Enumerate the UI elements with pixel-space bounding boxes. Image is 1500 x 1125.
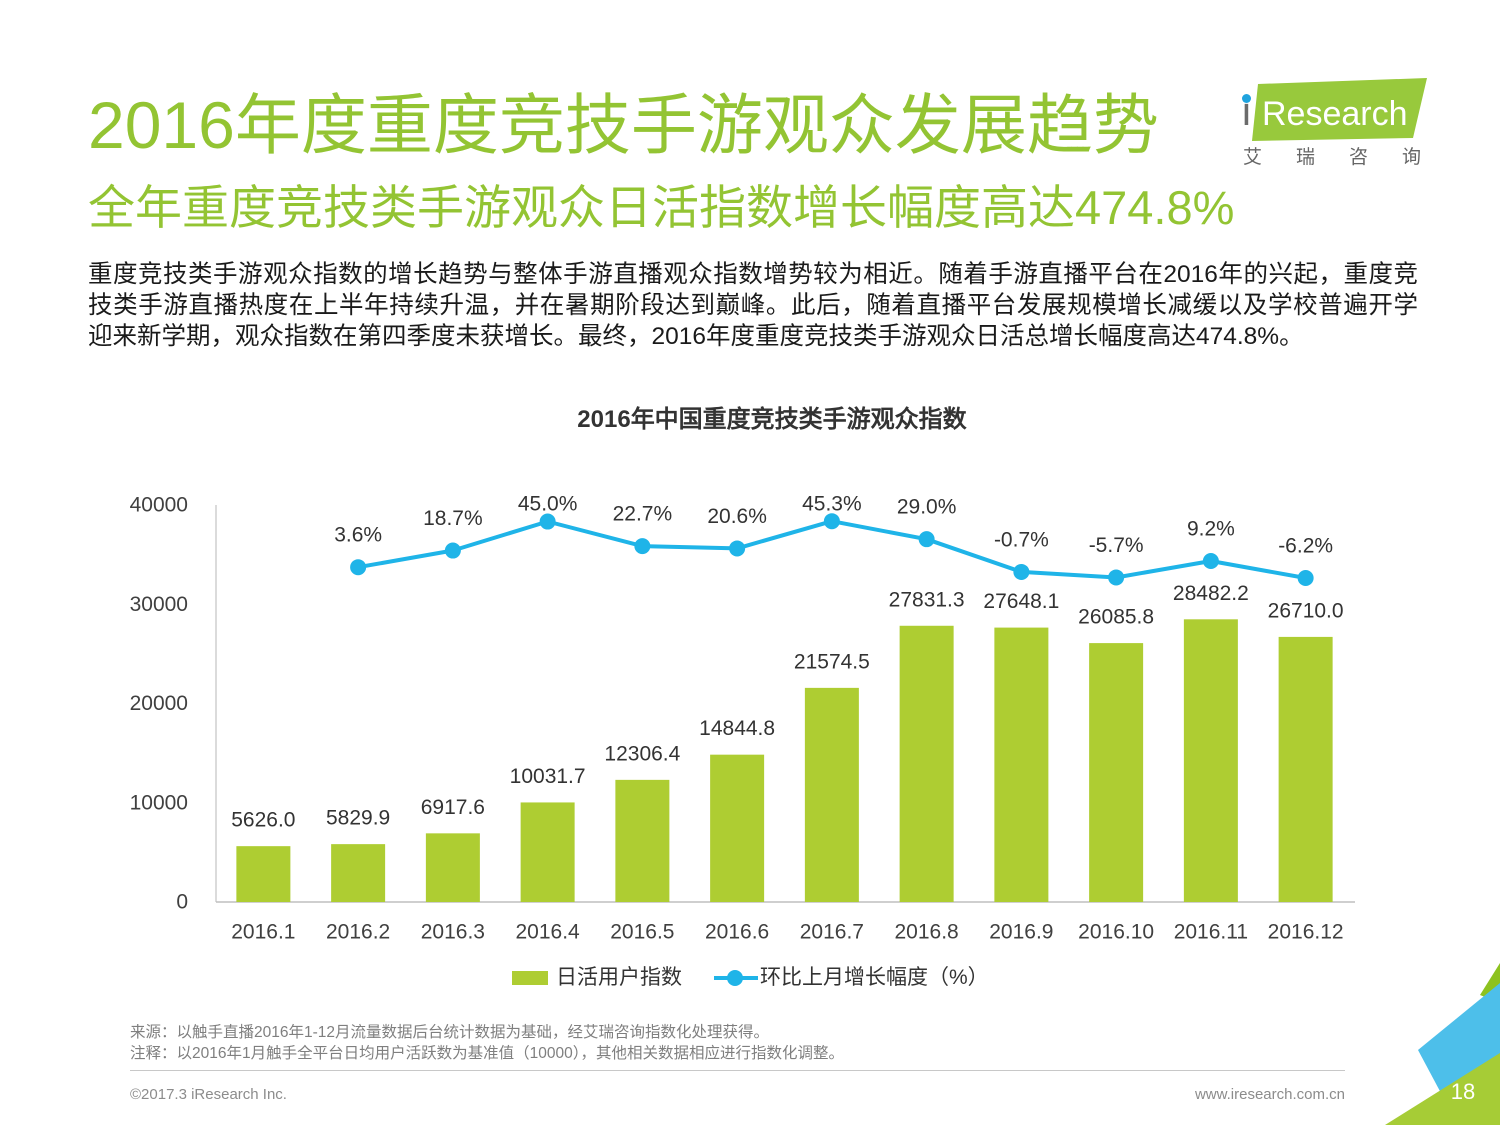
x-tick-label: 2016.7 (800, 921, 864, 944)
growth-value-label: 29.0% (897, 496, 957, 519)
bar-value-label: 6917.6 (421, 796, 485, 819)
bar-2016-8 (899, 625, 954, 902)
growth-value-label: -6.2% (1278, 535, 1333, 558)
growth-marker (634, 538, 651, 555)
bar-value-label: 10031.7 (510, 765, 586, 788)
bar-value-label: 14844.8 (699, 717, 775, 740)
bar-2016-11 (1183, 619, 1238, 902)
annotation-note: 注释：以2016年1月触手全平台日均用户活跃数为基准值（10000），其他相关数… (130, 1045, 844, 1062)
slide-title: 2016年度重度竞技手游观众发展趋势 (88, 88, 1159, 162)
bar-2016-9 (994, 627, 1049, 902)
growth-marker (1013, 563, 1030, 580)
growth-marker (350, 559, 367, 576)
legend-line-marker (727, 970, 743, 986)
legend-bar-swatch (512, 971, 548, 985)
bar-2016-3 (425, 833, 480, 902)
growth-marker (1202, 553, 1219, 570)
bar-value-label: 27648.1 (983, 590, 1059, 613)
x-tick-label: 2016.4 (516, 921, 581, 944)
chart-title: 2016年中国重度竞技类手游观众指数 (577, 406, 967, 433)
x-tick-label: 2016.6 (705, 921, 769, 944)
y-tick-label: 30000 (130, 593, 188, 616)
bar-value-label: 5829.9 (326, 807, 390, 830)
page-number: 18 (1450, 1079, 1476, 1104)
growth-marker (539, 513, 556, 530)
growth-value-label: -5.7% (1089, 534, 1144, 557)
bar-2016-4 (520, 802, 575, 902)
bar-2016-5 (615, 779, 670, 902)
summary-line: 技类手游直播热度在上半年持续升温，并在暑期阶段达到巅峰。此后，随着直播平台发展规… (88, 292, 1418, 319)
summary-line: 重度竞技类手游观众指数的增长趋势与整体手游直播观众指数增势较为相近。随着手游直播… (88, 261, 1418, 288)
logo-banner-shape (1252, 78, 1427, 141)
growth-marker (1297, 570, 1314, 587)
bar-2016-12 (1278, 636, 1333, 902)
bar-value-label: 12306.4 (604, 742, 680, 765)
y-tick-label: 0 (176, 891, 188, 914)
growth-marker (444, 542, 461, 559)
slide-subtitle: 全年重度竞技类手游观众日活指数增长幅度高达474.8% (88, 181, 1235, 234)
x-tick-label: 2016.11 (1174, 921, 1248, 944)
growth-marker (918, 531, 935, 548)
logo-letter-i: i (1242, 90, 1251, 134)
logo-banner (1252, 78, 1427, 141)
logo-dot-icon (1242, 94, 1251, 103)
bar-value-label: 27831.3 (889, 588, 965, 611)
x-tick-label: 2016.8 (895, 921, 959, 944)
growth-line-series: 3.6% 18.7% 45.0% 22.7% 20.6% 45.3% 29.0% -0.7% -… (334, 493, 1333, 587)
bar-2016-10 (1089, 643, 1144, 902)
x-tick-label: 2016.3 (421, 921, 485, 944)
x-tick-label: 2016.5 (610, 921, 674, 944)
decor-green-triangle (1385, 1053, 1500, 1125)
y-tick-label: 10000 (130, 791, 188, 814)
iresearch-logo: i Research 艾瑞咨询 (1236, 76, 1430, 172)
bar-value-label: 21574.5 (794, 650, 870, 673)
bar-value-label: 26085.8 (1078, 606, 1154, 629)
corner-decoration (1385, 963, 1500, 1125)
y-tick-label: 20000 (130, 692, 188, 715)
summary-line: 迎来新学期，观众指数在第四季度未获增长。最终，2016年度重度竞技类手游观众日活… (88, 323, 1304, 350)
growth-value-label: 45.3% (802, 493, 862, 516)
bar-2016-1 (236, 846, 291, 902)
x-tick-label: 2016.12 (1268, 921, 1344, 944)
x-tick-label: 2016.2 (326, 921, 390, 944)
growth-value-label: 3.6% (334, 524, 382, 547)
legend-line-label: 环比上月增长幅度（%） (760, 966, 989, 989)
source-note: 来源：以触手直播2016年1-12月流量数据后台统计数据为基础，经艾瑞咨询指数化… (130, 1024, 770, 1041)
y-tick-label: 40000 (130, 494, 188, 517)
bar-value-label: 26710.0 (1268, 599, 1344, 622)
summary-paragraph: 重度竞技类手游观众指数的增长趋势与整体手游直播观众指数增势较为相近。随着手游直播… (88, 259, 1418, 352)
logo-wordmark: Research (1262, 95, 1408, 133)
bar-value-label: 5626.0 (231, 809, 295, 832)
bar-2016-2 (331, 844, 386, 902)
growth-value-label: 45.0% (518, 493, 578, 516)
x-tick-label: 2016.9 (989, 921, 1053, 944)
bar-value-label: 28482.2 (1173, 582, 1249, 605)
growth-marker (823, 513, 840, 530)
growth-line (357, 519, 1306, 580)
footer-divider (130, 1070, 1345, 1071)
growth-marker (1108, 569, 1125, 586)
growth-marker (729, 540, 746, 557)
bar-series: 5626.0 5829.9 6917.6 10031.7 12306.4 14844.8 2… (231, 582, 1344, 902)
legend-line-swatch (714, 970, 758, 986)
copyright-text: ©2017.3 iResearch Inc. (130, 1086, 287, 1103)
chart-axes: 0 10000 20000 30000 40000 2016.1 2016.2 2016.3 2… (130, 494, 1355, 944)
logo-tagline: 艾瑞咨询 (1243, 147, 1456, 168)
growth-value-label: 18.7% (423, 507, 483, 530)
growth-value-label: -0.7% (994, 528, 1049, 551)
website-text: www.iresearch.com.cn (1194, 1086, 1345, 1103)
growth-value-label: 20.6% (707, 505, 767, 528)
x-tick-label: 2016.1 (231, 921, 295, 944)
bar-2016-7 (804, 687, 859, 902)
bar-2016-6 (710, 754, 765, 902)
legend-bar-label: 日活用户指数 (556, 966, 682, 989)
growth-value-label: 22.7% (613, 503, 673, 526)
x-tick-label: 2016.10 (1078, 921, 1154, 944)
growth-value-label: 9.2% (1187, 518, 1235, 541)
